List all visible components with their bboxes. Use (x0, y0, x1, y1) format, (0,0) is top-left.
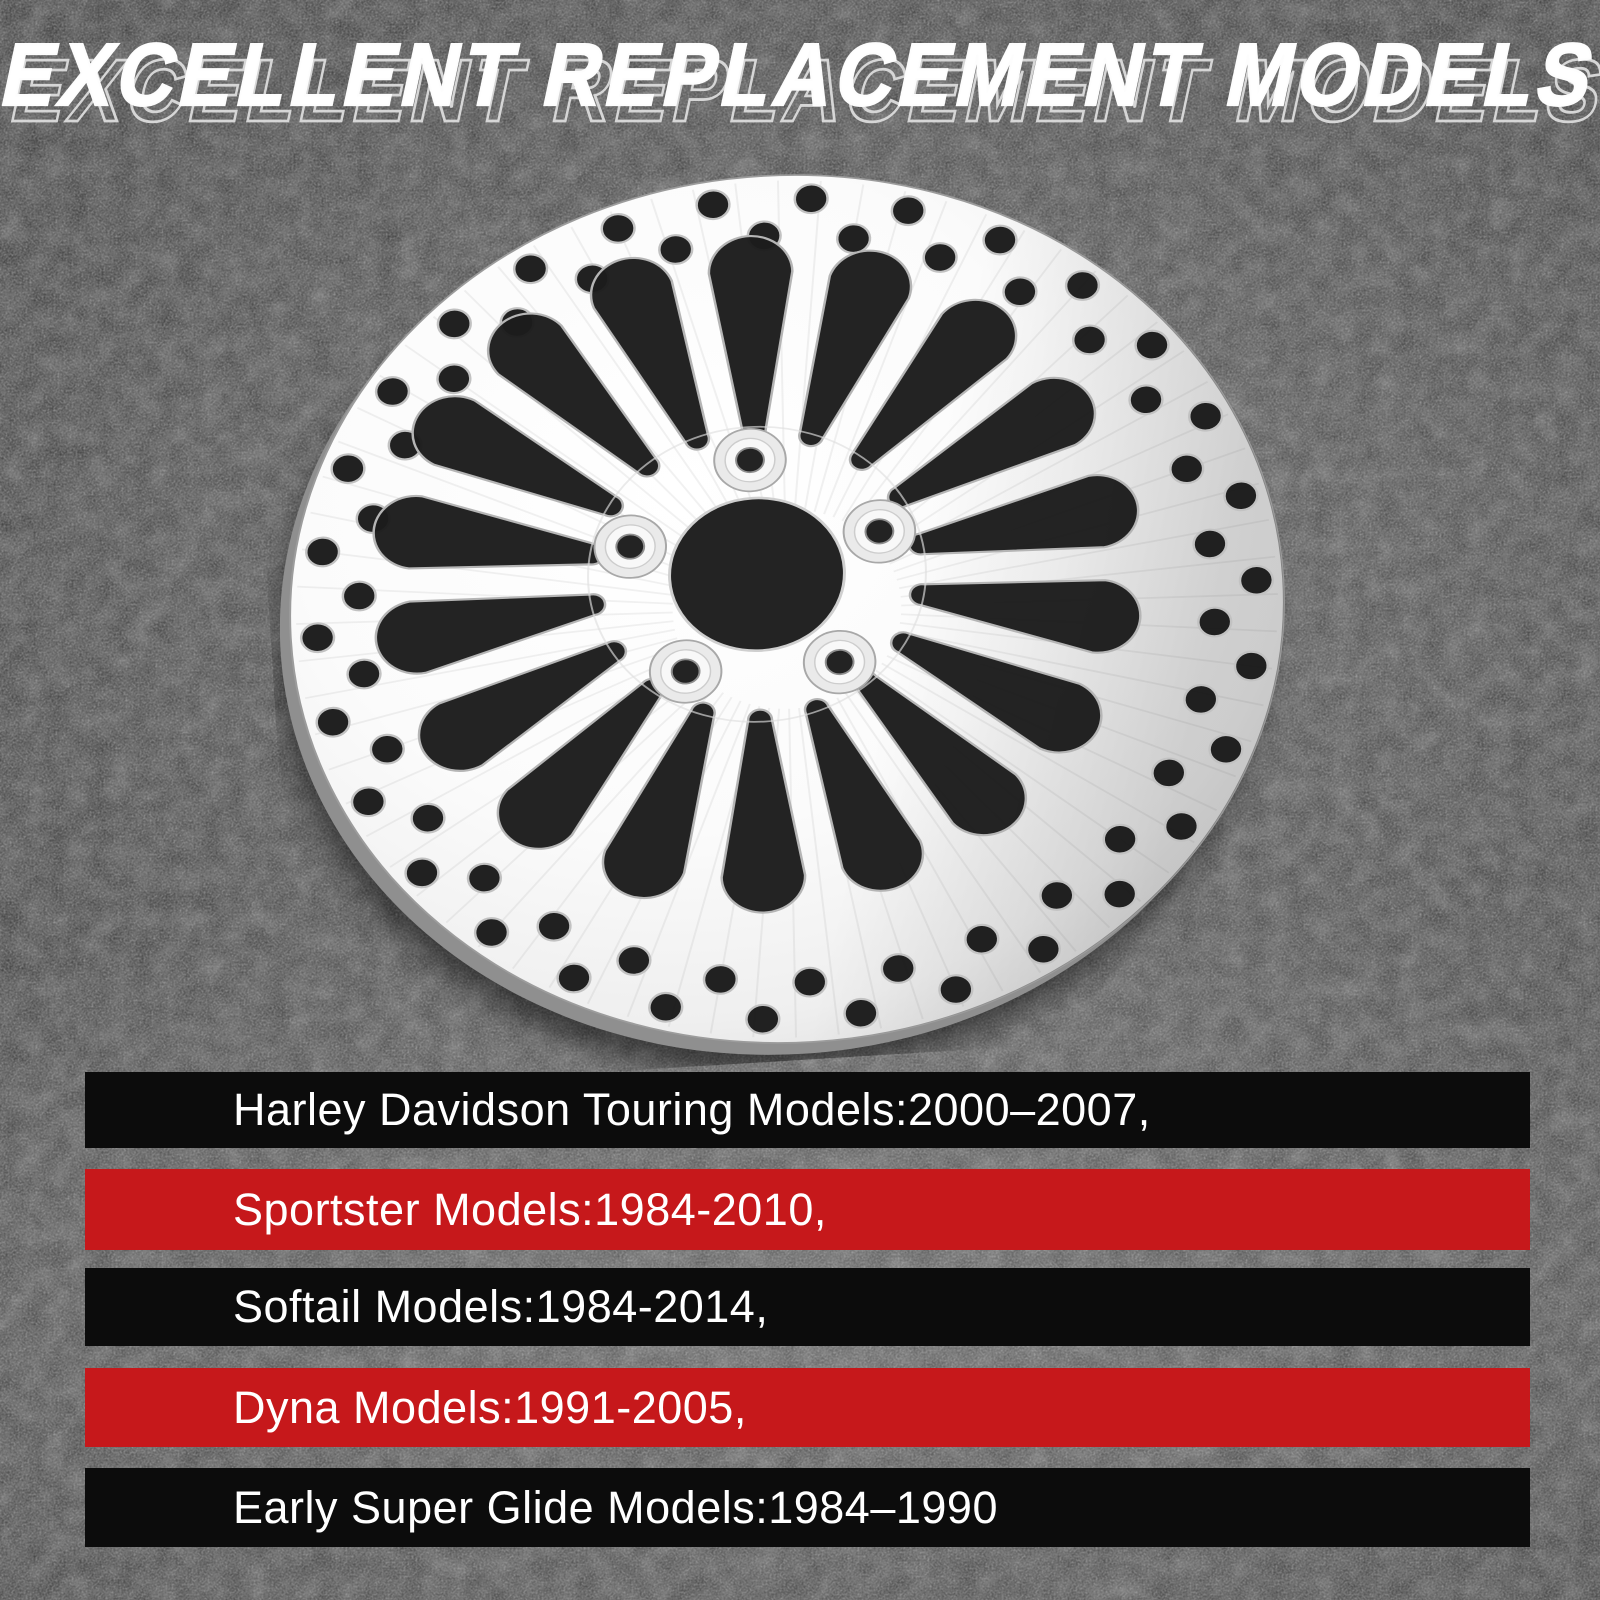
drilled-hole (556, 962, 592, 994)
drilled-hole (1197, 606, 1233, 638)
hub-plateau-ring (587, 425, 927, 723)
drilled-hole (1002, 276, 1038, 308)
drilled-hole (745, 1003, 781, 1035)
drilled-hole (922, 242, 958, 273)
drilled-hole (793, 183, 829, 215)
drilled-hole (1134, 329, 1170, 361)
drilled-hole (305, 536, 341, 568)
rotor-hub (587, 425, 927, 723)
drilled-hole (890, 195, 926, 227)
drilled-hole (346, 658, 382, 690)
drilled-hole (648, 991, 684, 1023)
drilled-hole (792, 966, 828, 998)
rotor-svg (278, 174, 1285, 1074)
compatibility-row: Harley Davidson Touring Models:2000–2007… (85, 1072, 1530, 1148)
drilled-hole (512, 253, 549, 285)
drilled-hole (1187, 400, 1224, 432)
drilled-hole (1102, 878, 1138, 910)
rotor-image (243, 127, 1330, 1090)
row-label: Early Super Glide Models:1984–1990 (233, 1481, 998, 1533)
drilled-hole (466, 862, 503, 894)
drilled-hole (1183, 684, 1219, 715)
drilled-hole (1128, 384, 1164, 416)
row-label: Dyna Models:1991-2005, (233, 1381, 747, 1433)
drilled-hole (341, 580, 377, 612)
spoke-cutout (411, 395, 624, 518)
drilled-hole (436, 308, 472, 340)
drilled-hole (1151, 757, 1187, 789)
drilled-hole (1025, 933, 1062, 965)
compatibility-row: Softail Models:1984-2014, (85, 1268, 1530, 1346)
compatibility-row: Sportster Models:1984-2010, (85, 1169, 1530, 1250)
drilled-hole (1169, 453, 1205, 485)
bolt-hole (593, 514, 668, 579)
row-label: Harley Davidson Touring Models:2000–2007… (233, 1084, 1151, 1135)
bolt-hole (842, 499, 917, 564)
spoke-cutout (720, 708, 807, 914)
spoke-cutout (798, 249, 913, 448)
drilled-hole (436, 363, 472, 395)
spoke-cutout (803, 698, 925, 892)
row-label: Softail Models:1984-2014, (233, 1281, 769, 1332)
drilled-hole (982, 224, 1018, 256)
drilled-hole (1223, 480, 1259, 512)
spoke-cutout (374, 593, 607, 675)
center-bore (668, 496, 846, 653)
spoke-cutout (848, 298, 1018, 471)
spoke-cutout (589, 256, 711, 451)
drilled-hole (1039, 880, 1075, 911)
drilled-hole (404, 857, 440, 889)
compatibility-row: Early Super Glide Models:1984–1990 (85, 1468, 1530, 1547)
spoke-cutout (908, 579, 1142, 654)
spoke-cutout (601, 701, 716, 900)
drilled-hole (369, 733, 405, 765)
drilled-hole (600, 213, 636, 244)
bolt-hole (648, 639, 723, 704)
drilled-hole (938, 974, 974, 1005)
drilled-hole (536, 910, 572, 942)
drilled-hole (658, 234, 694, 265)
drilled-hole (1208, 733, 1244, 765)
drilled-hole (299, 622, 336, 654)
drilled-hole (880, 953, 916, 984)
drilled-hole (350, 786, 387, 818)
drilled-hole (1064, 270, 1101, 301)
drilled-hole (964, 923, 1000, 955)
drilled-hole (473, 917, 510, 948)
drilled-hole (410, 802, 446, 834)
spoke-cutout (889, 631, 1103, 754)
drilled-hole (616, 945, 652, 976)
row-label: Sportster Models:1984-2010, (233, 1183, 827, 1235)
drilled-hole (1233, 650, 1269, 682)
drilled-hole (843, 997, 879, 1029)
drilled-hole (1163, 811, 1200, 842)
spoke-cutout (486, 312, 661, 478)
page-title: EXCELLENT REPLACEMENT MODELS (0, 24, 1600, 126)
drilled-hole (1192, 528, 1228, 560)
bolt-hole (802, 629, 877, 695)
drilled-hole (1071, 324, 1108, 356)
title-block: EXCELLENT REPLACEMENT MODELS EXCELLENT R… (0, 20, 1600, 160)
drilled-hole (315, 706, 351, 738)
drilled-hole (1102, 823, 1138, 855)
spoke-cutout (417, 640, 628, 772)
drilled-hole (330, 453, 366, 485)
drilled-hole (702, 963, 739, 995)
compatibility-row: Dyna Models:1991-2005, (85, 1368, 1530, 1447)
drilled-hole (695, 189, 731, 221)
bolt-hole (713, 427, 787, 493)
drilled-hole (374, 376, 411, 407)
drilled-hole (1238, 564, 1275, 596)
